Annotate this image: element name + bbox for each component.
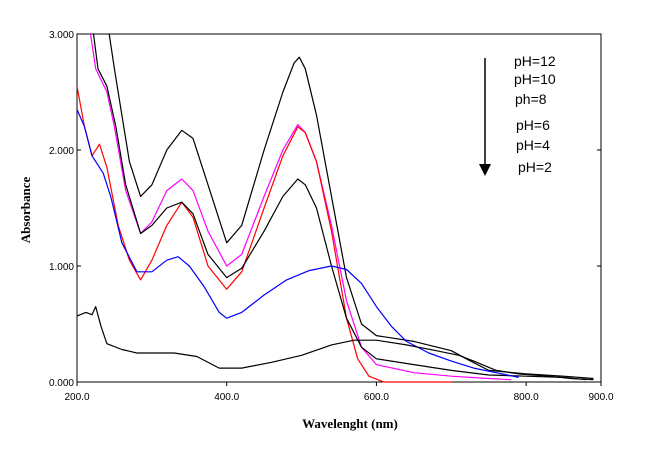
legend-label-ph2: pH=2 xyxy=(518,159,552,175)
y-tick-label: 0.000 xyxy=(49,378,74,389)
series-line-5 xyxy=(76,109,519,378)
y-axis-ticks: 0.000 1.000 2.000 3.000 xyxy=(49,30,601,389)
legend-arrow-head xyxy=(479,164,491,176)
x-axis-label: Wavelenght (nm) xyxy=(302,416,398,431)
x-axis-ticks: 200.0 400.0 600.0 800.0 900.0 xyxy=(64,382,614,403)
x-tick-label: 200.0 xyxy=(64,392,89,403)
legend-label-ph4: pH=4 xyxy=(516,137,550,153)
series-group xyxy=(76,33,594,383)
y-tick-label: 3.000 xyxy=(49,30,74,41)
x-tick-label: 800.0 xyxy=(514,392,539,403)
y-axis-label: Absorbance xyxy=(18,177,33,244)
x-tick-label: 400.0 xyxy=(214,392,239,403)
legend-label-ph8: ph=8 xyxy=(515,91,547,107)
legend-label-ph12: pH=12 xyxy=(514,53,556,69)
legend: pH=12 pH=10 ph=8 pH=6 pH=4 pH=2 xyxy=(479,53,556,176)
y-tick-label: 1.000 xyxy=(49,262,74,273)
x-tick-label: 600.0 xyxy=(364,392,389,403)
series-line-3 xyxy=(76,86,452,383)
legend-label-ph6: pH=6 xyxy=(516,117,550,133)
x-tick-label: 900.0 xyxy=(588,392,613,403)
series-line-6 xyxy=(76,306,594,381)
plot-frame xyxy=(76,33,602,383)
y-tick-label: 2.000 xyxy=(49,146,74,157)
series-line-2 xyxy=(89,33,512,381)
legend-label-ph10: pH=10 xyxy=(514,71,556,87)
series-line-4 xyxy=(92,33,587,381)
